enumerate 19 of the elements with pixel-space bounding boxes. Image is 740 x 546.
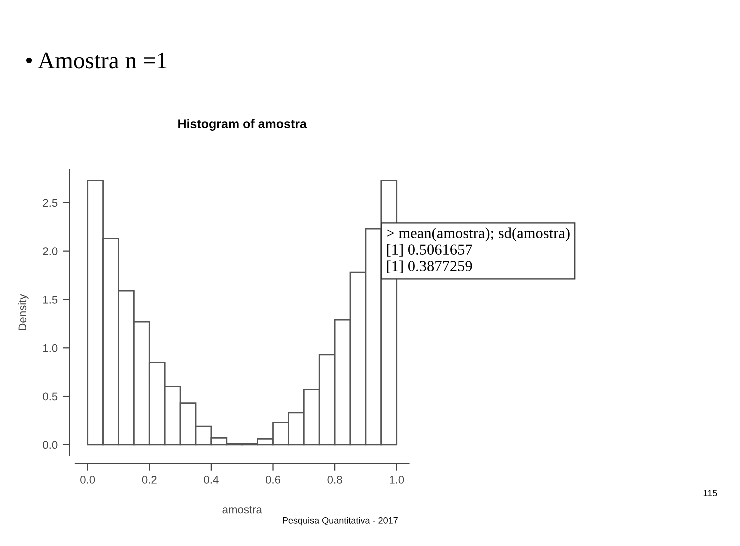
y-tick-label: 0.0 [43, 441, 58, 450]
x-tick-label: 0.0 [80, 476, 96, 484]
y-tick-label: 2.5 [43, 199, 58, 208]
chart-subtitle: • Amostra n =1 [26, 52, 167, 69]
x-tick-label: 0.4 [204, 476, 219, 484]
chart-title: Histogram of amostra [178, 119, 308, 132]
y-tick-label: 2.0 [43, 248, 58, 256]
x-axis-title: amostra [222, 506, 262, 514]
y-tick-label: 1.5 [44, 296, 58, 304]
y-axis-title: Density [18, 294, 29, 330]
annotation: > mean(amostra); sd(amostra) [1] 0.5061657 [1] 0.3877259 [387, 228, 570, 274]
text: Pesquisa Quantitativa - 2017 [283, 517, 398, 526]
x-tick-label: 0.6 [266, 476, 280, 484]
x-tick-label: 1.0 [390, 476, 404, 484]
x-tick-label: 0.8 [328, 476, 342, 484]
y-tick-label: 0.5 [43, 392, 58, 401]
y-tick-label: 1.0 [44, 344, 58, 352]
x-tick-label: 0.2 [142, 476, 157, 484]
text: 115 [704, 490, 718, 497]
